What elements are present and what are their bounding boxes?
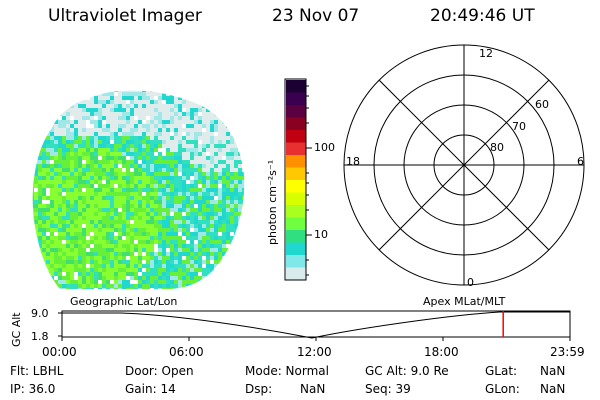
colorbar-cell [286,155,306,168]
colorbar-tick-label-100: 100 [314,141,335,154]
colorbar-cell [286,255,306,268]
colorbar-cell [286,242,306,256]
altitude-timeline [58,310,571,341]
timeline-ytick-1-8: 1.8 [31,330,49,343]
timeline-axis-title: GC Alt [10,312,23,347]
info-glat-label: GLat: [485,364,518,378]
colorbar-cell [286,167,306,181]
timeline-right-label: Apex MLat/MLT [423,295,506,308]
colorbar-cell [286,180,306,193]
polar-label-0: 0 [467,276,474,289]
colorbar-frame [284,78,307,281]
info-filter: Flt: LBHL [10,364,64,378]
info-glon-label: GLon: [485,382,520,396]
colorbar-cell [286,117,306,131]
info-glon-value: NaN [540,382,566,396]
timeline-xtick-1200: 12:00 [297,345,332,359]
polar-label-60: 60 [535,98,549,111]
colorbar-unit-label: photon cm⁻²s⁻¹ [266,159,279,245]
polar-label-6: 6 [577,155,584,168]
info-ip: IP: 36.0 [10,382,56,396]
colorbar-cell [286,105,306,118]
colorbar-cell [286,142,306,156]
polar-label-12: 12 [479,47,493,60]
polar-diagonal-2 [378,79,550,251]
colorbar-cell [286,80,306,93]
colorbar-cell [286,267,306,281]
date-label: 23 Nov 07 [272,6,360,26]
auroral-image [32,90,245,290]
colorbar-cell [286,130,306,143]
polar-label-80: 80 [490,141,504,154]
instrument-title: Ultraviolet Imager [48,6,202,26]
timeline-xtick-0600: 06:00 [169,345,204,359]
colorbar-cell [286,192,306,206]
colorbar-cell [286,92,306,106]
info-dsp-value: NaN [300,382,326,396]
colorbar-cell [286,230,306,243]
timeline-xtick-1800: 18:00 [424,345,459,359]
timeline-left-label: Geographic Lat/Lon [70,295,178,308]
time-label: 20:49:46 UT [430,6,535,26]
polar-plot [343,44,585,286]
altitude-curve [62,311,570,339]
info-dsp-label: Dsp: [245,382,273,396]
timeline-frame [61,310,571,338]
colorbar-cell [286,205,306,218]
polar-label-18: 18 [346,155,360,168]
colorbar-cell [286,217,306,231]
timeline-xtick-2359: 23:59 [550,345,585,359]
info-gain: Gain: 14 [125,382,176,396]
info-gc-alt: GC Alt: 9.0 Re [365,364,449,378]
info-glat-value: NaN [540,364,566,378]
info-mode: Mode: Normal [245,364,329,378]
info-door: Door: Open [125,364,194,378]
timeline-xtick-0000: 00:00 [42,345,77,359]
polar-label-70: 70 [512,120,526,133]
timeline-ytick-9: 9.0 [31,307,49,320]
colorbar [284,78,312,281]
colorbar-cells [286,80,306,281]
info-seq: Seq: 39 [365,382,411,396]
colorbar-tick-label-10: 10 [314,228,328,241]
auroral-pixels [32,90,245,290]
